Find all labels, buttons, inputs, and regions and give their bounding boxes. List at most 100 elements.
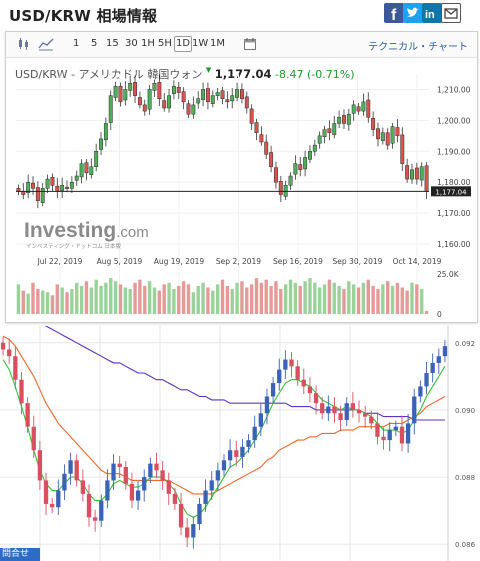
y-tick-label: 1,210.00 bbox=[437, 85, 471, 94]
candle bbox=[123, 89, 128, 101]
candle-chart-icon[interactable] bbox=[17, 37, 31, 51]
candle bbox=[283, 359, 288, 370]
candle bbox=[249, 108, 254, 124]
y-tick-label: 1,190.00 bbox=[437, 147, 471, 156]
x-tick-label: Jul 22, 2019 bbox=[37, 257, 83, 266]
candle bbox=[395, 127, 400, 137]
candle bbox=[89, 166, 94, 176]
interval-5h[interactable]: 5H bbox=[158, 38, 172, 49]
candle bbox=[105, 480, 110, 501]
candle bbox=[418, 386, 423, 397]
down-arrow-icon: ▼ bbox=[205, 66, 212, 74]
volume-bar bbox=[322, 284, 327, 314]
twitter-icon[interactable] bbox=[403, 3, 423, 23]
candle bbox=[117, 463, 122, 467]
volume-bar bbox=[405, 290, 409, 314]
contact-tab[interactable]: 問合せ bbox=[0, 548, 40, 561]
candle bbox=[215, 470, 221, 481]
candle bbox=[273, 167, 278, 183]
candle bbox=[405, 165, 410, 180]
volume-bar bbox=[395, 282, 400, 314]
candle bbox=[197, 503, 202, 525]
candle bbox=[186, 103, 191, 115]
candle bbox=[369, 416, 374, 424]
candle bbox=[79, 163, 84, 178]
brand-logo: Investing.com bbox=[24, 219, 149, 242]
y-tick-label: 0.092 bbox=[455, 340, 475, 348]
candle bbox=[240, 446, 245, 457]
candle bbox=[270, 383, 276, 397]
price-chart-widget: 1 5 15 30 1H 5H 1D 1W 1M テクニカル・チャート USD/… bbox=[5, 31, 478, 323]
volume-bar bbox=[366, 279, 370, 314]
candle bbox=[442, 346, 448, 357]
candle bbox=[142, 477, 147, 491]
volume-bar bbox=[133, 282, 137, 314]
volume-bar bbox=[55, 284, 60, 314]
y-tick-label: 0.086 bbox=[455, 541, 476, 549]
interval-1d[interactable]: 1D bbox=[174, 36, 193, 52]
interval-15[interactable]: 15 bbox=[106, 38, 119, 49]
candlestick-chart[interactable]: 1,210.00 1,200.00 1,190.00 1,180.00 1,170.00… bbox=[6, 72, 477, 322]
volume-bar bbox=[259, 282, 264, 314]
candle bbox=[176, 87, 181, 93]
volume-bar bbox=[143, 285, 147, 314]
volume-bar bbox=[283, 284, 288, 314]
candle bbox=[50, 176, 55, 186]
candle bbox=[269, 152, 274, 167]
candle bbox=[86, 493, 92, 518]
volume-bar bbox=[128, 289, 132, 314]
volume-bar bbox=[177, 285, 181, 314]
last-price-label: 1,177.04 bbox=[435, 188, 467, 196]
facebook-icon[interactable]: f bbox=[384, 3, 404, 23]
candle bbox=[244, 96, 249, 109]
volume-bar bbox=[279, 289, 283, 314]
volume-bar bbox=[172, 289, 176, 314]
volume-bar bbox=[351, 284, 356, 314]
volume-bar bbox=[211, 290, 215, 314]
volume-bar bbox=[70, 289, 74, 314]
pair-name: USD/KRW - アメリカドル 韓国ウォン bbox=[15, 68, 203, 81]
interval-30[interactable]: 30 bbox=[125, 38, 138, 49]
candle bbox=[326, 406, 331, 414]
volume-bar bbox=[249, 284, 254, 314]
candle bbox=[191, 524, 196, 538]
candle bbox=[295, 366, 300, 380]
x-tick-label: Aug 5, 2019 bbox=[97, 257, 143, 266]
page-header: USD/KRW 相場情報 f in bbox=[0, 0, 480, 30]
candle bbox=[147, 89, 152, 110]
interval-1h[interactable]: 1H bbox=[141, 38, 155, 49]
page-title: USD/KRW 相場情報 bbox=[9, 7, 158, 25]
candle bbox=[258, 413, 263, 427]
candle bbox=[390, 126, 395, 144]
volume-tick-label: 25.0K bbox=[437, 270, 460, 279]
y-tick-label: 1,180.00 bbox=[437, 178, 471, 187]
volume-bar bbox=[385, 281, 390, 314]
interval-1w[interactable]: 1W bbox=[192, 38, 209, 49]
candle bbox=[376, 128, 380, 140]
candle bbox=[220, 90, 225, 99]
linkedin-icon[interactable]: in bbox=[422, 3, 442, 23]
candle bbox=[181, 91, 186, 103]
interval-1m[interactable]: 1M bbox=[210, 38, 225, 49]
ratio-candlestick-chart[interactable]: 0.092 0.090 0.088 0.086 bbox=[0, 326, 480, 561]
candle bbox=[154, 463, 159, 471]
volume-bar bbox=[152, 287, 157, 314]
x-tick-label: Sep 2, 2019 bbox=[216, 257, 261, 266]
candle bbox=[13, 356, 18, 380]
line-chart-icon[interactable] bbox=[38, 37, 54, 51]
interval-1[interactable]: 1 bbox=[73, 38, 80, 49]
calendar-icon[interactable] bbox=[243, 37, 257, 51]
interval-5[interactable]: 5 bbox=[91, 38, 98, 49]
volume-bar bbox=[113, 281, 118, 314]
candle bbox=[303, 157, 308, 170]
candle bbox=[162, 100, 167, 109]
candle bbox=[399, 426, 405, 444]
volume-bar bbox=[94, 279, 98, 314]
mail-icon[interactable] bbox=[441, 3, 461, 23]
volume-bar bbox=[337, 285, 341, 314]
technical-chart-link[interactable]: テクニカル・チャート bbox=[368, 42, 468, 53]
candle bbox=[201, 89, 206, 100]
candle bbox=[289, 359, 294, 367]
candle bbox=[191, 104, 196, 115]
volume-bar bbox=[16, 284, 21, 314]
